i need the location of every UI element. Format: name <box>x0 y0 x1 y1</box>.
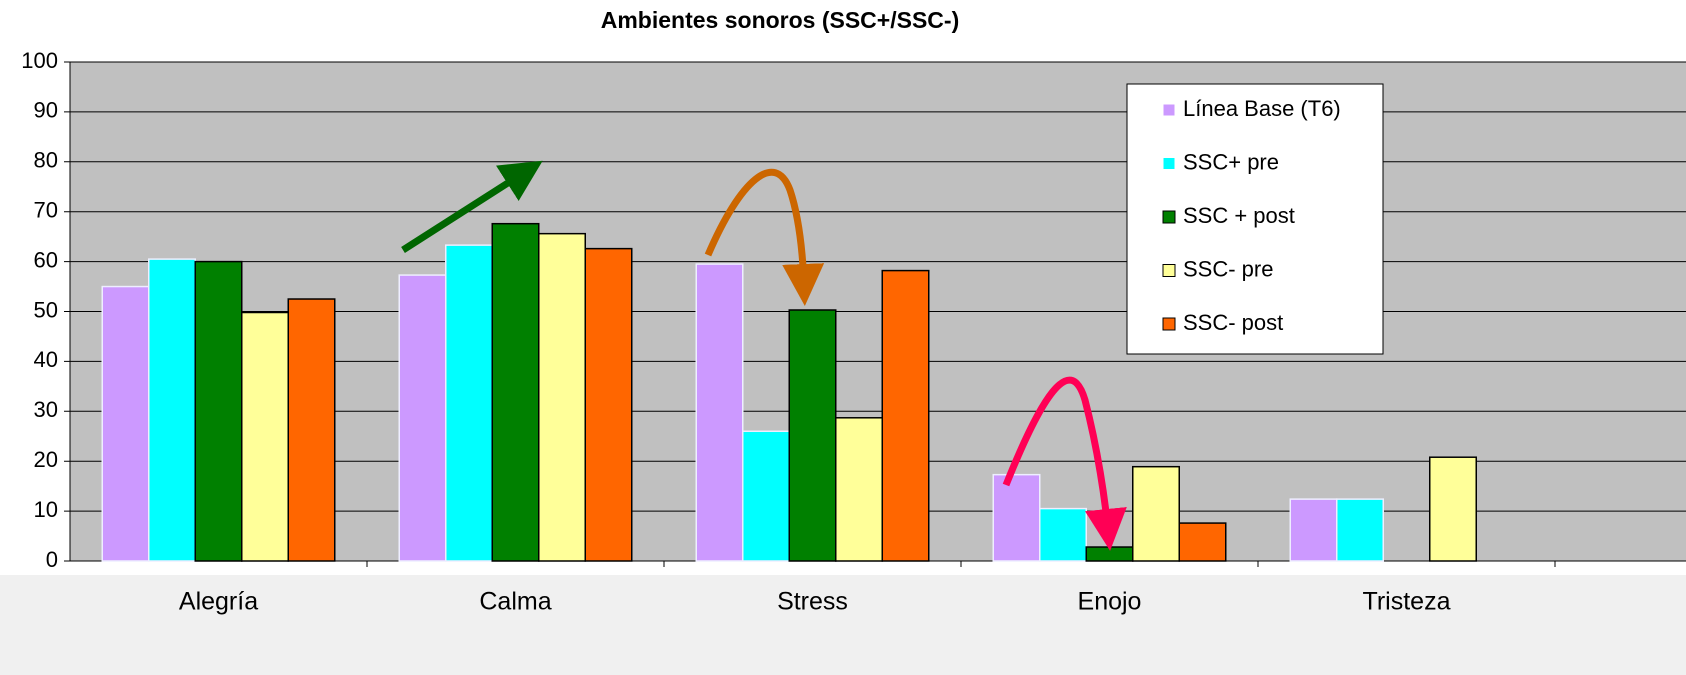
bar <box>287 298 336 562</box>
y-tick-label: 60 <box>34 247 58 272</box>
legend-label: SSC+ pre <box>1183 149 1279 174</box>
legend-label: SSC- pre <box>1183 256 1273 281</box>
legend-swatch <box>1162 264 1176 277</box>
legend-label: SSC + post <box>1183 203 1295 228</box>
bar <box>1289 498 1338 562</box>
bar <box>1178 522 1227 562</box>
bar <box>194 260 243 562</box>
bar <box>491 222 540 562</box>
x-tick-label: Tristeza <box>1363 588 1451 616</box>
bar <box>398 274 447 562</box>
legend-swatch <box>1162 317 1176 331</box>
bar <box>742 430 790 562</box>
y-tick-label: 50 <box>34 297 58 322</box>
bar <box>695 263 744 562</box>
y-tick-label: 0 <box>46 547 58 572</box>
bar <box>148 258 196 562</box>
bar <box>881 269 930 562</box>
bar <box>584 247 633 562</box>
bar <box>1039 507 1087 562</box>
x-tick-label: Calma <box>479 588 551 616</box>
y-tick-label: 40 <box>34 347 58 372</box>
x-tick-label: Alegría <box>179 588 258 616</box>
legend-swatch <box>1162 103 1176 117</box>
annotation-arrow <box>1002 376 1127 551</box>
chart-title: Ambientes sonoros (SSC+/SSC-) <box>601 7 959 33</box>
bar <box>538 232 586 562</box>
annotation-arrow <box>401 160 543 253</box>
annotation-arrow <box>704 168 825 306</box>
bar <box>835 417 883 562</box>
bar <box>992 473 1041 562</box>
x-tick-label: Stress <box>777 588 848 616</box>
bars <box>101 222 1477 562</box>
x-tick-label: Enojo <box>1078 588 1142 616</box>
bar <box>241 311 289 562</box>
bar <box>1132 465 1180 562</box>
y-tick-label: 20 <box>34 447 58 472</box>
y-tick-label: 80 <box>34 148 58 173</box>
legend-label: Línea Base (T6) <box>1183 96 1341 121</box>
legend-items: Línea Base (T6) SSC+ pre SSC + post SSC- pr… <box>1162 96 1341 335</box>
legend-label: SSC- post <box>1183 310 1283 335</box>
bar <box>788 309 837 562</box>
bar <box>101 285 150 562</box>
bar <box>1085 546 1134 562</box>
bar <box>1336 498 1384 562</box>
y-tick-label: 90 <box>34 98 58 123</box>
y-tick-label: 100 <box>21 48 58 73</box>
bar <box>445 244 493 562</box>
y-tick-label: 70 <box>34 198 58 223</box>
y-tick-label: 10 <box>34 497 58 522</box>
y-tick-label: 30 <box>34 397 58 422</box>
footer-band <box>0 575 1686 675</box>
legend-swatch <box>1162 157 1176 170</box>
legend-swatch <box>1162 210 1176 224</box>
bar <box>1429 456 1477 562</box>
